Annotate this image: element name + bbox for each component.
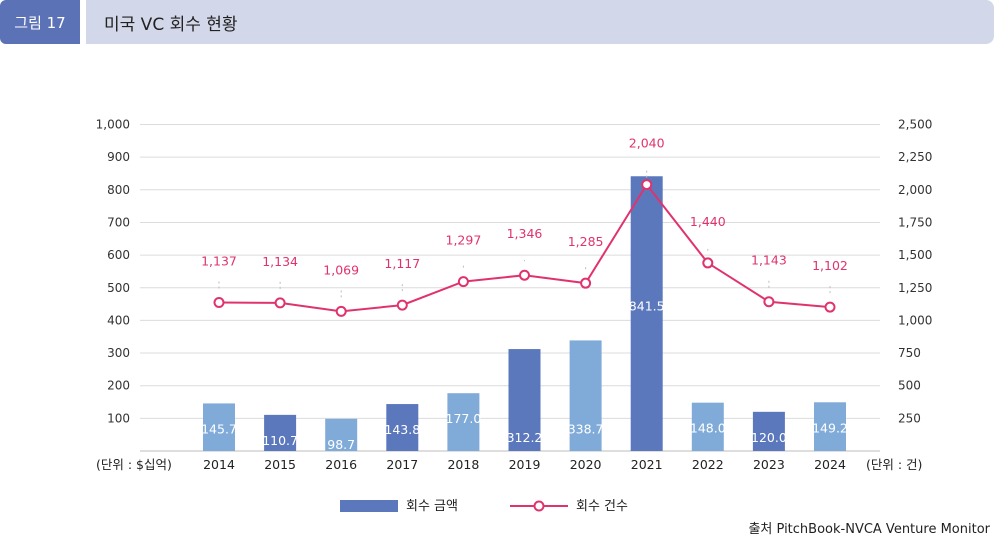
line-point-2023 [763, 296, 775, 308]
left-axis-tick-label: 100 [107, 411, 130, 425]
bar-value-label: 177.0 [446, 411, 482, 426]
bar-2018 [447, 393, 480, 451]
bar-value-label: 148.0 [690, 421, 726, 436]
x-axis-tick-label: 2014 [203, 457, 235, 472]
x-axis-tick-label: 2021 [631, 457, 663, 472]
x-axis-tick-label: 2017 [386, 457, 418, 472]
line-value-label: 2,040 [629, 136, 665, 151]
line-point-2018 [457, 276, 469, 288]
x-axis-tick-label: 2015 [264, 457, 296, 472]
line-value-label: 1,143 [751, 253, 787, 268]
bar-value-label: 149.2 [812, 420, 848, 435]
right-axis-tick-label: 2,000 [898, 183, 932, 197]
right-axis-tick-label: 1,000 [898, 313, 932, 327]
figure-title-bar: 미국 VC 회수 현황 [86, 0, 994, 44]
legend-label-bar: 회수 금액 [406, 499, 458, 514]
legend-swatch-marker [533, 500, 545, 512]
line-value-label: 1,069 [323, 262, 359, 277]
line-point-2022 [702, 257, 714, 269]
bar-value-label: 312.2 [507, 430, 543, 445]
figure-label: 그림 17 [0, 0, 80, 44]
left-axis-tick-label: 1,000 [96, 118, 130, 132]
bar-2024 [814, 402, 846, 451]
bar-value-label: 145.7 [201, 421, 237, 436]
bar-2019 [508, 349, 541, 451]
bar-value-label: 841.5 [629, 298, 665, 313]
left-axis-tick-label: 800 [107, 183, 130, 197]
figure-title: 미국 VC 회수 현황 [104, 14, 238, 35]
line-point-2019 [519, 269, 530, 281]
line-value-label: 1,134 [262, 254, 298, 269]
bar-2023 [752, 411, 785, 451]
right-axis-tick-label: 1,750 [898, 215, 932, 229]
line-value-label: 1,137 [201, 254, 237, 269]
left-axis-tick-label: 600 [107, 248, 130, 262]
right-axis-tick-label: 2,500 [898, 118, 932, 132]
right-axis-tick-label: 2,250 [898, 150, 932, 164]
line-point-2020 [580, 277, 592, 289]
left-axis-tick-label: 700 [107, 215, 130, 229]
left-axis-tick-label: 200 [107, 379, 130, 393]
bar-2017 [386, 404, 419, 451]
legend-swatch-bar [340, 500, 398, 512]
bar-2016 [325, 418, 358, 451]
line-value-label: 1,346 [507, 226, 543, 241]
x-axis-tick-label: 2016 [325, 457, 357, 472]
right-axis-tick-label: 500 [898, 379, 921, 393]
x-axis-tick-label: 2018 [447, 457, 479, 472]
bar-value-label: 98.7 [327, 437, 355, 452]
bar-value-label: 120.0 [751, 430, 787, 445]
bar-value-label: 143.8 [384, 422, 420, 437]
source-note: 출처 PitchBook-NVCA Venture Monitor [748, 522, 990, 537]
bar-2021 [630, 176, 663, 451]
line-value-label: 1,117 [384, 256, 420, 271]
left-axis-tick-label: 300 [107, 346, 130, 360]
bar-value-label: 338.7 [568, 421, 604, 436]
line-point-2014 [213, 297, 225, 309]
right-axis-tick-label: 1,250 [898, 281, 932, 295]
legend-label-line: 회수 건수 [576, 499, 628, 514]
bar-2020 [569, 340, 602, 451]
x-axis-tick-label: 2022 [692, 457, 724, 472]
right-axis-tick-label: 1,500 [898, 248, 932, 262]
right-axis-tick-label: 750 [898, 346, 921, 360]
line-point-2021 [641, 179, 653, 191]
line-point-2015 [274, 297, 286, 309]
bar-2014 [203, 403, 235, 451]
line-point-2017 [396, 299, 408, 311]
line-point-2016 [335, 305, 347, 317]
right-axis-unit-label: (단위 : 건) [866, 457, 922, 472]
line-series-count [218, 182, 831, 313]
line-point-2024 [824, 301, 836, 313]
left-axis-tick-label: 400 [107, 313, 130, 327]
x-axis-tick-label: 2019 [509, 457, 541, 472]
x-axis-tick-label: 2023 [753, 457, 785, 472]
x-axis-tick-label: 2020 [570, 457, 602, 472]
line-value-label: 1,102 [812, 258, 848, 273]
line-value-label: 1,285 [568, 234, 604, 249]
right-axis-tick-label: 250 [898, 411, 921, 425]
line-value-label: 1,440 [690, 214, 726, 229]
line-value-label: 1,297 [446, 233, 482, 248]
x-axis-tick-label: 2024 [814, 457, 846, 472]
bar-value-label: 110.7 [262, 433, 298, 448]
bar-2022 [691, 402, 724, 451]
bar-2015 [264, 414, 297, 451]
left-axis-unit-label: (단위 : $십억) [96, 457, 172, 472]
left-axis-tick-label: 900 [107, 150, 130, 164]
left-axis-tick-label: 500 [107, 281, 130, 295]
